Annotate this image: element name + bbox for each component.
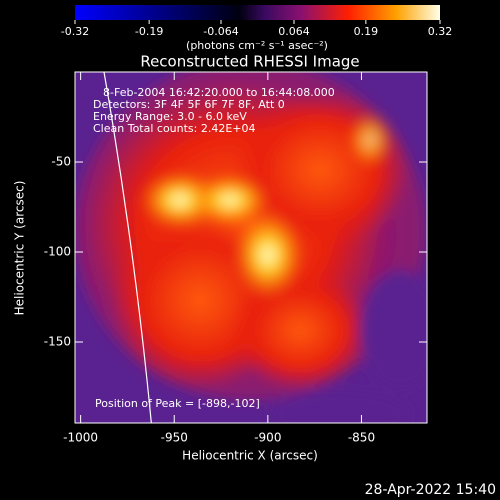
colorbar-tick-label: 0.32 [428, 25, 453, 38]
x-axis-label: Heliocentric X (arcsec) [182, 449, 318, 463]
colorbar [75, 5, 440, 20]
colorbar-tick-label: 0.19 [354, 25, 379, 38]
y-tick-label: -150 [44, 335, 71, 349]
plot-frame [74, 71, 428, 424]
x-tick-label: -900 [254, 431, 281, 445]
y-tick-label: -100 [44, 245, 71, 259]
x-tick-label: -950 [161, 431, 188, 445]
x-tick-label: -850 [348, 431, 375, 445]
heatmap [75, 72, 427, 423]
annotation: Detectors: 3F 4F 5F 6F 7F 8F, Att 0 [93, 98, 285, 111]
peak-label: Position of Peak = [-898,-102] [95, 397, 260, 410]
colorbar-tick-label: -0.32 [61, 25, 89, 38]
chart-title: Reconstructed RHESSI Image [140, 53, 359, 71]
colorbar-label: (photons cm⁻² s⁻¹ asec⁻²) [186, 39, 328, 52]
timestamp: 28-Apr-2022 15:40 [365, 482, 496, 498]
colorbar-tick-label: -0.19 [135, 25, 163, 38]
annotation: Energy Range: 3.0 - 6.0 keV [93, 110, 247, 123]
colorbar-tick-label: -0.064 [203, 25, 238, 38]
annotation: Clean Total counts: 2.42E+04 [93, 122, 256, 135]
y-axis-label: Heliocentric Y (arcsec) [13, 181, 27, 316]
annotation: 8-Feb-2004 16:42:20.000 to 16:44:08.000 [103, 86, 335, 99]
x-tick-label: -1000 [63, 431, 98, 445]
colorbar-tick-label: 0.064 [278, 25, 310, 38]
y-tick-label: -50 [51, 155, 71, 169]
